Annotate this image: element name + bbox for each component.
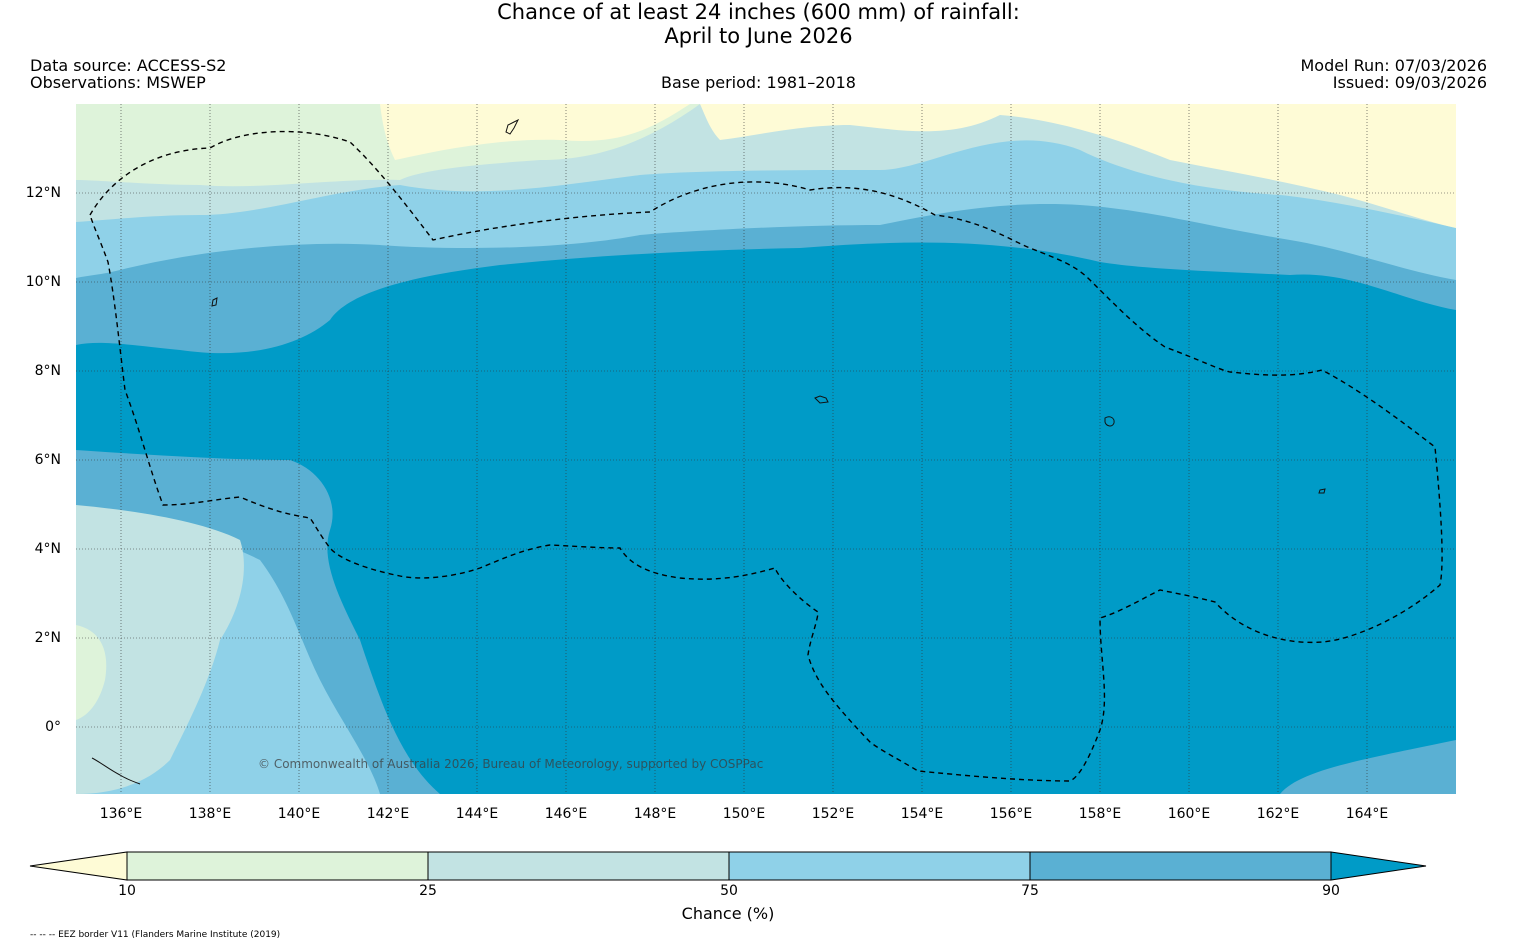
lat-label-4n: 4°N xyxy=(34,541,61,557)
colorbar-25-50 xyxy=(427,851,730,881)
band-below-10-ne xyxy=(700,104,1456,228)
lon-label-138e: 138°E xyxy=(188,806,232,822)
lon-label-152e: 152°E xyxy=(811,806,855,822)
colorbar-50-75 xyxy=(728,851,1031,881)
colorbar-tick-50: 50 xyxy=(720,883,738,899)
base-period-label: Base period: 1981–2018 xyxy=(661,73,856,92)
band-below-10 xyxy=(380,104,690,160)
lon-label-144e: 144°E xyxy=(455,806,499,822)
lon-label-160e: 160°E xyxy=(1167,806,1211,822)
lon-label-142e: 142°E xyxy=(366,806,410,822)
map-title-line2: April to June 2026 xyxy=(664,24,853,48)
lon-label-146e: 146°E xyxy=(544,806,588,822)
lon-label-162e: 162°E xyxy=(1256,806,1300,822)
lat-label-12n: 12°N xyxy=(25,185,61,201)
lon-label-154e: 154°E xyxy=(900,806,944,822)
copyright-notice: © Commonwealth of Australia 2026, Bureau… xyxy=(258,757,764,771)
lon-label-136e: 136°E xyxy=(99,806,143,822)
band-25-50-south xyxy=(76,505,244,794)
lon-label-158e: 158°E xyxy=(1078,806,1122,822)
lon-label-148e: 148°E xyxy=(633,806,677,822)
observations-label: Observations: MSWEP xyxy=(30,73,206,92)
data-source-label: Data source: ACCESS-S2 xyxy=(30,56,227,75)
colorbar xyxy=(29,851,1427,881)
model-run-label: Model Run: 07/03/2026 xyxy=(1300,56,1488,75)
band-75-90-southeast xyxy=(1280,740,1456,794)
island-new-guinea-coast xyxy=(91,757,141,785)
lat-label-10n: 10°N xyxy=(25,274,61,290)
eez-border-palau-fsm-north xyxy=(89,130,1443,782)
band-10-25-south xyxy=(76,625,107,720)
colorbar-10-25 xyxy=(126,851,429,881)
eez-borders xyxy=(89,130,1443,782)
island-palau xyxy=(211,297,218,307)
lat-label-6n: 6°N xyxy=(34,452,61,468)
probability-shading xyxy=(76,104,1456,794)
island-pohnpei xyxy=(1104,416,1115,427)
colorbar-tick-10: 10 xyxy=(118,883,136,899)
colorbar-below-10 xyxy=(29,851,128,881)
lon-label-150e: 150°E xyxy=(722,806,766,822)
lat-label-8n: 8°N xyxy=(34,363,61,379)
lat-label-0: 0° xyxy=(45,719,61,735)
lat-label-2n: 2°N xyxy=(34,630,61,646)
island-outlines xyxy=(91,118,1326,785)
colorbar-75-90 xyxy=(1029,851,1332,881)
colorbar-tick-25: 25 xyxy=(419,883,437,899)
lon-label-140e: 140°E xyxy=(277,806,321,822)
island-chuuk xyxy=(814,395,829,404)
colorbar-tick-90: 90 xyxy=(1322,883,1340,899)
island-kosrae xyxy=(1318,488,1326,494)
eez-footnote: -- -- -- EEZ border V11 (Flanders Marine… xyxy=(30,930,281,940)
colorbar-above-90 xyxy=(1330,851,1427,881)
graticule xyxy=(76,104,1456,794)
map-title-line1: Chance of at least 24 inches (600 mm) of… xyxy=(497,0,1020,24)
issued-label: Issued: 09/03/2026 xyxy=(1332,73,1487,92)
colorbar-title: Chance (%) xyxy=(681,904,775,923)
colorbar-tick-75: 75 xyxy=(1021,883,1039,899)
lon-label-164e: 164°E xyxy=(1345,806,1389,822)
lon-label-156e: 156°E xyxy=(989,806,1033,822)
island-guam xyxy=(505,118,520,135)
